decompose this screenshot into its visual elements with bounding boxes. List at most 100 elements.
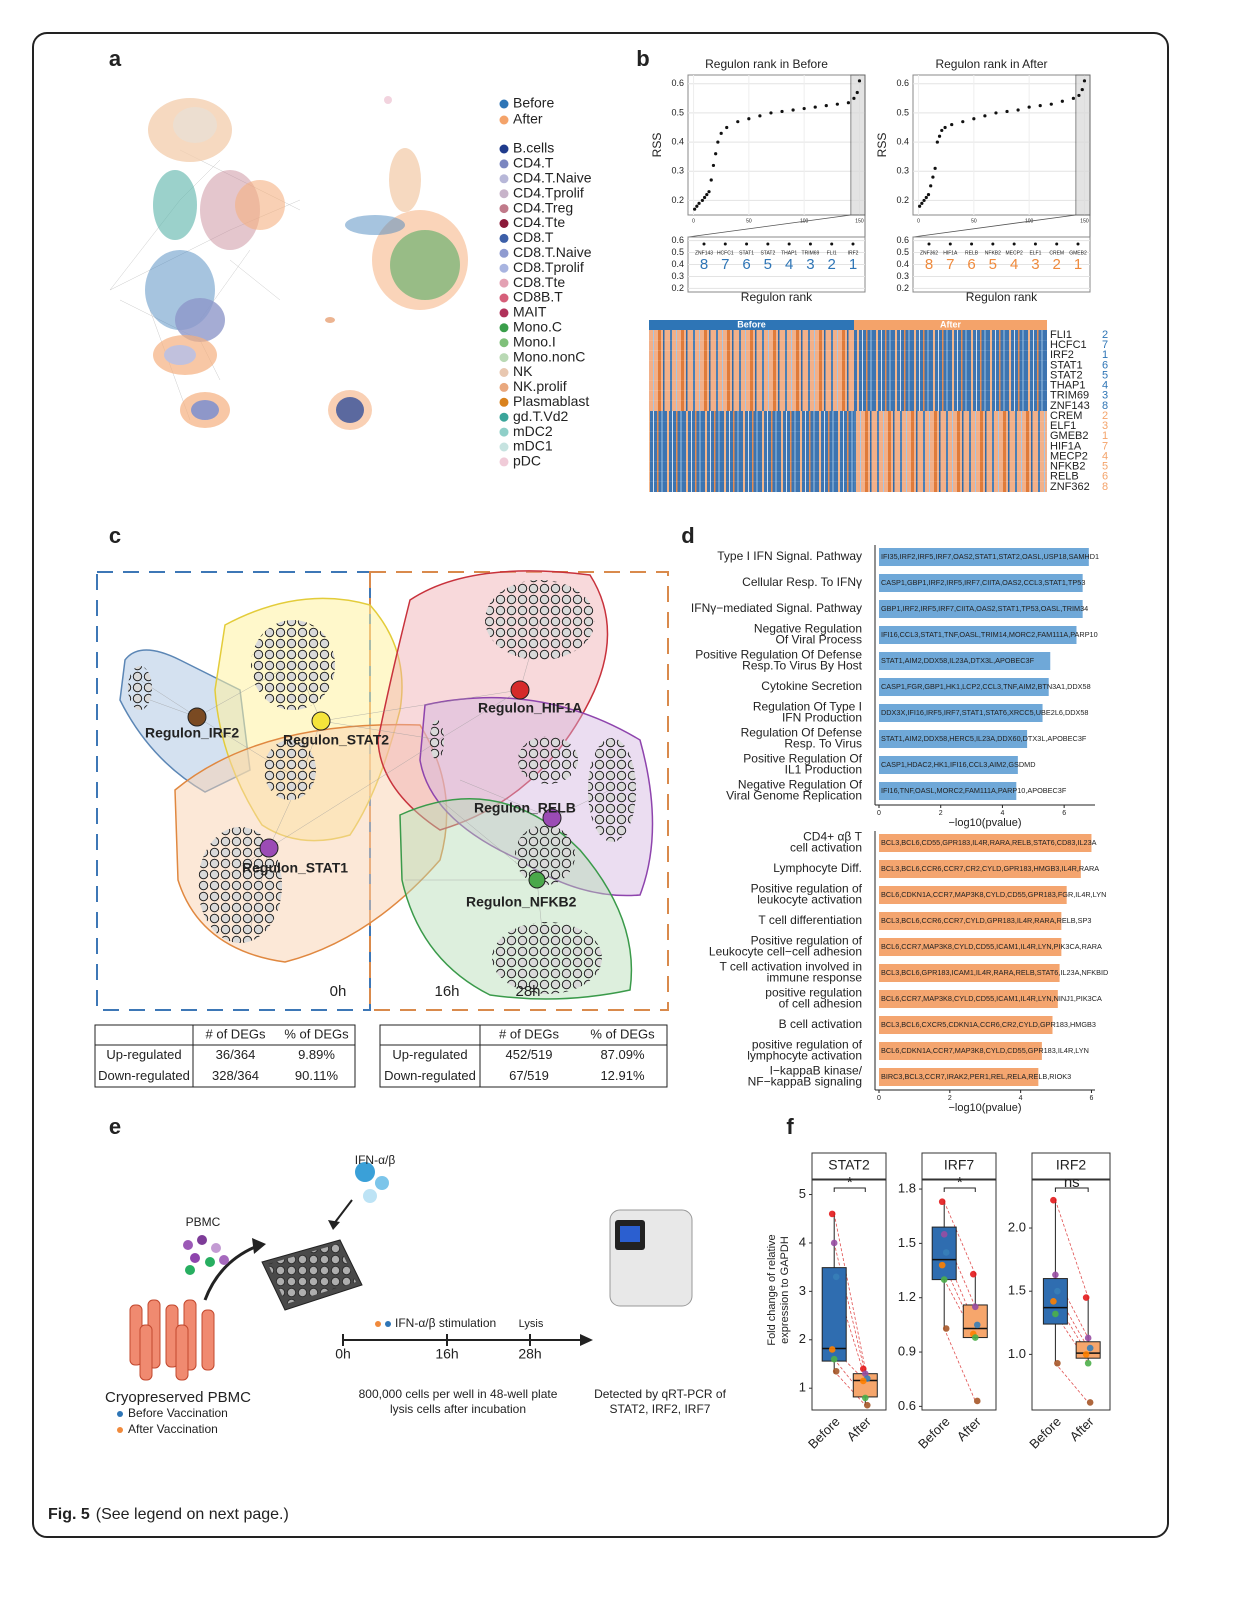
regulon-rank: 3 bbox=[1031, 256, 1039, 273]
row-label: HCFC1 bbox=[1050, 339, 1087, 351]
heatmap-row bbox=[854, 350, 1047, 361]
term-label: lymphocyte activation bbox=[747, 1049, 862, 1063]
point bbox=[1082, 1294, 1090, 1301]
table-cell: Down-regulated bbox=[98, 1068, 190, 1083]
table-header: % of DEGs bbox=[590, 1026, 655, 1041]
term-label: Regulation Of Defense bbox=[741, 726, 863, 740]
point bbox=[1080, 87, 1084, 92]
bar-genes: BCL6,CCR7,MAP3K8,CYLD,CD55,ICAM1,IL4R,LY… bbox=[881, 942, 1102, 951]
bar-genes: CASP1,GBP1,IRF2,IRF5,IRF7,CIITA,OAS2,CCL… bbox=[881, 578, 1085, 587]
pair-line bbox=[943, 1279, 976, 1338]
point bbox=[857, 79, 862, 83]
point bbox=[700, 198, 704, 203]
bar-genes: BCL6,CDKN1A,CCR7,MAP3K8,CYLD,CD55,GPR183… bbox=[881, 1046, 1089, 1055]
regulon-rank: 2 bbox=[1053, 256, 1061, 273]
legend-swatch bbox=[499, 219, 509, 228]
point bbox=[791, 108, 795, 112]
regulon-name: MECP2 bbox=[1006, 250, 1023, 256]
zoom-point bbox=[1012, 242, 1016, 246]
term-label: CD4+ αβ T bbox=[803, 830, 863, 844]
point bbox=[835, 102, 839, 106]
heatmap-row bbox=[649, 441, 854, 452]
term-label: Of Viral Process bbox=[776, 633, 862, 647]
panel-label: b bbox=[636, 46, 649, 71]
point bbox=[861, 1394, 869, 1402]
x-tick-label: 2 bbox=[939, 810, 943, 817]
point bbox=[973, 1321, 981, 1329]
bar-genes: BCL3,BCL6,GPR183,ICAM1,IL4R,RARA,RELB,ST… bbox=[881, 968, 1108, 977]
label: Detected by qRT-PCR of bbox=[594, 1387, 727, 1401]
legend-swatch bbox=[499, 412, 509, 422]
row-label: TRIM69 bbox=[1050, 390, 1089, 402]
row-rank: 5 bbox=[1102, 461, 1108, 473]
y-tick-label: 0.6 bbox=[898, 1398, 916, 1413]
legend-swatch bbox=[499, 159, 509, 169]
y-tick-label: 0.4 bbox=[671, 259, 684, 269]
bar-genes: BIRC3,BCL3,CCR7,IRAK2,PER1,REL,RELA,RELB… bbox=[881, 1072, 1071, 1081]
label: PBMC bbox=[186, 1215, 221, 1229]
term-label: Type I IFN Signal. Pathway bbox=[717, 549, 862, 563]
term-label: Positive Regulation Of Defense bbox=[695, 648, 862, 662]
y-tick-label: 3 bbox=[799, 1283, 806, 1298]
row-rank: 2 bbox=[1102, 410, 1108, 422]
axis-label: RSS bbox=[875, 133, 889, 158]
legend-label: Mono.nonC bbox=[513, 348, 585, 364]
regulon-name: STAT1 bbox=[739, 250, 754, 256]
zoom-point bbox=[851, 242, 855, 246]
table-cell: Up-regulated bbox=[392, 1047, 467, 1062]
regulon-label: Regulon_STAT1 bbox=[242, 860, 348, 876]
zoom-point bbox=[1033, 242, 1037, 246]
point bbox=[725, 125, 729, 130]
bar-genes: CASP1,HDAC2,HK1,IFI16,CCL3,AIM2,GSDMD bbox=[881, 760, 1036, 769]
bar-genes: BCL3,BCL6,CXCR5,CDKN1A,CCR6,CR2,CYLD,GPR… bbox=[881, 1020, 1096, 1029]
term-label: I−kappaB kinase/ bbox=[770, 1064, 863, 1078]
regulon-name: RELB bbox=[965, 250, 979, 256]
time-label: 16h bbox=[435, 1346, 458, 1362]
zoom-highlight bbox=[1075, 74, 1091, 216]
y-tick-label: 0.5 bbox=[671, 107, 684, 117]
caption-text: (See legend on next page.) bbox=[96, 1506, 289, 1523]
box bbox=[821, 1267, 847, 1362]
bar bbox=[879, 626, 1077, 644]
regulon-label: Regulon_STAT2 bbox=[283, 732, 389, 748]
time-label: 0h bbox=[330, 983, 347, 1000]
time-label: 16h bbox=[434, 983, 459, 1000]
regulon-name: GMEB2 bbox=[1069, 250, 1087, 256]
point bbox=[922, 198, 926, 203]
label: IFN-α/β bbox=[355, 1153, 396, 1167]
table-cell: 87.09% bbox=[600, 1047, 645, 1062]
point bbox=[1038, 104, 1042, 108]
row-label: HIF1A bbox=[1050, 440, 1082, 452]
point bbox=[828, 1346, 836, 1353]
legend-label: pDC bbox=[513, 453, 541, 469]
legend-label: CD4.T bbox=[513, 155, 554, 171]
point bbox=[832, 1367, 840, 1375]
point bbox=[824, 104, 828, 108]
facet-title: IRF7 bbox=[944, 1157, 975, 1173]
pair-line bbox=[833, 1242, 866, 1374]
strip bbox=[811, 1152, 887, 1180]
row-label: RELB bbox=[1050, 471, 1079, 483]
bar bbox=[879, 652, 1051, 670]
y-tick-label: 0.5 bbox=[896, 247, 909, 257]
point bbox=[707, 190, 711, 194]
y-tick-label: 2 bbox=[799, 1331, 806, 1346]
legend-swatch bbox=[499, 457, 509, 467]
term-label: Cytokine Secretion bbox=[761, 679, 862, 693]
bar-genes: DDX3X,IFI16,IRF5,IRF7,STAT1,STAT6,XRCC5,… bbox=[881, 708, 1088, 717]
regulon-name: ZNF362 bbox=[920, 250, 938, 256]
row-label: IRF2 bbox=[1050, 349, 1074, 361]
point bbox=[937, 134, 942, 138]
zoom-connector bbox=[687, 214, 866, 238]
row-rank: 8 bbox=[1102, 481, 1108, 493]
bar bbox=[879, 574, 1083, 592]
table-cell: 328/364 bbox=[212, 1068, 259, 1083]
legend-swatch bbox=[499, 144, 509, 154]
x-tick-label: 50 bbox=[971, 218, 977, 224]
pair-line bbox=[833, 1213, 866, 1369]
row-rank: 7 bbox=[1102, 339, 1108, 351]
facet-title: IRF2 bbox=[1056, 1157, 1087, 1173]
y-tick-label: 0.6 bbox=[671, 78, 684, 88]
zoom-point bbox=[808, 242, 812, 246]
